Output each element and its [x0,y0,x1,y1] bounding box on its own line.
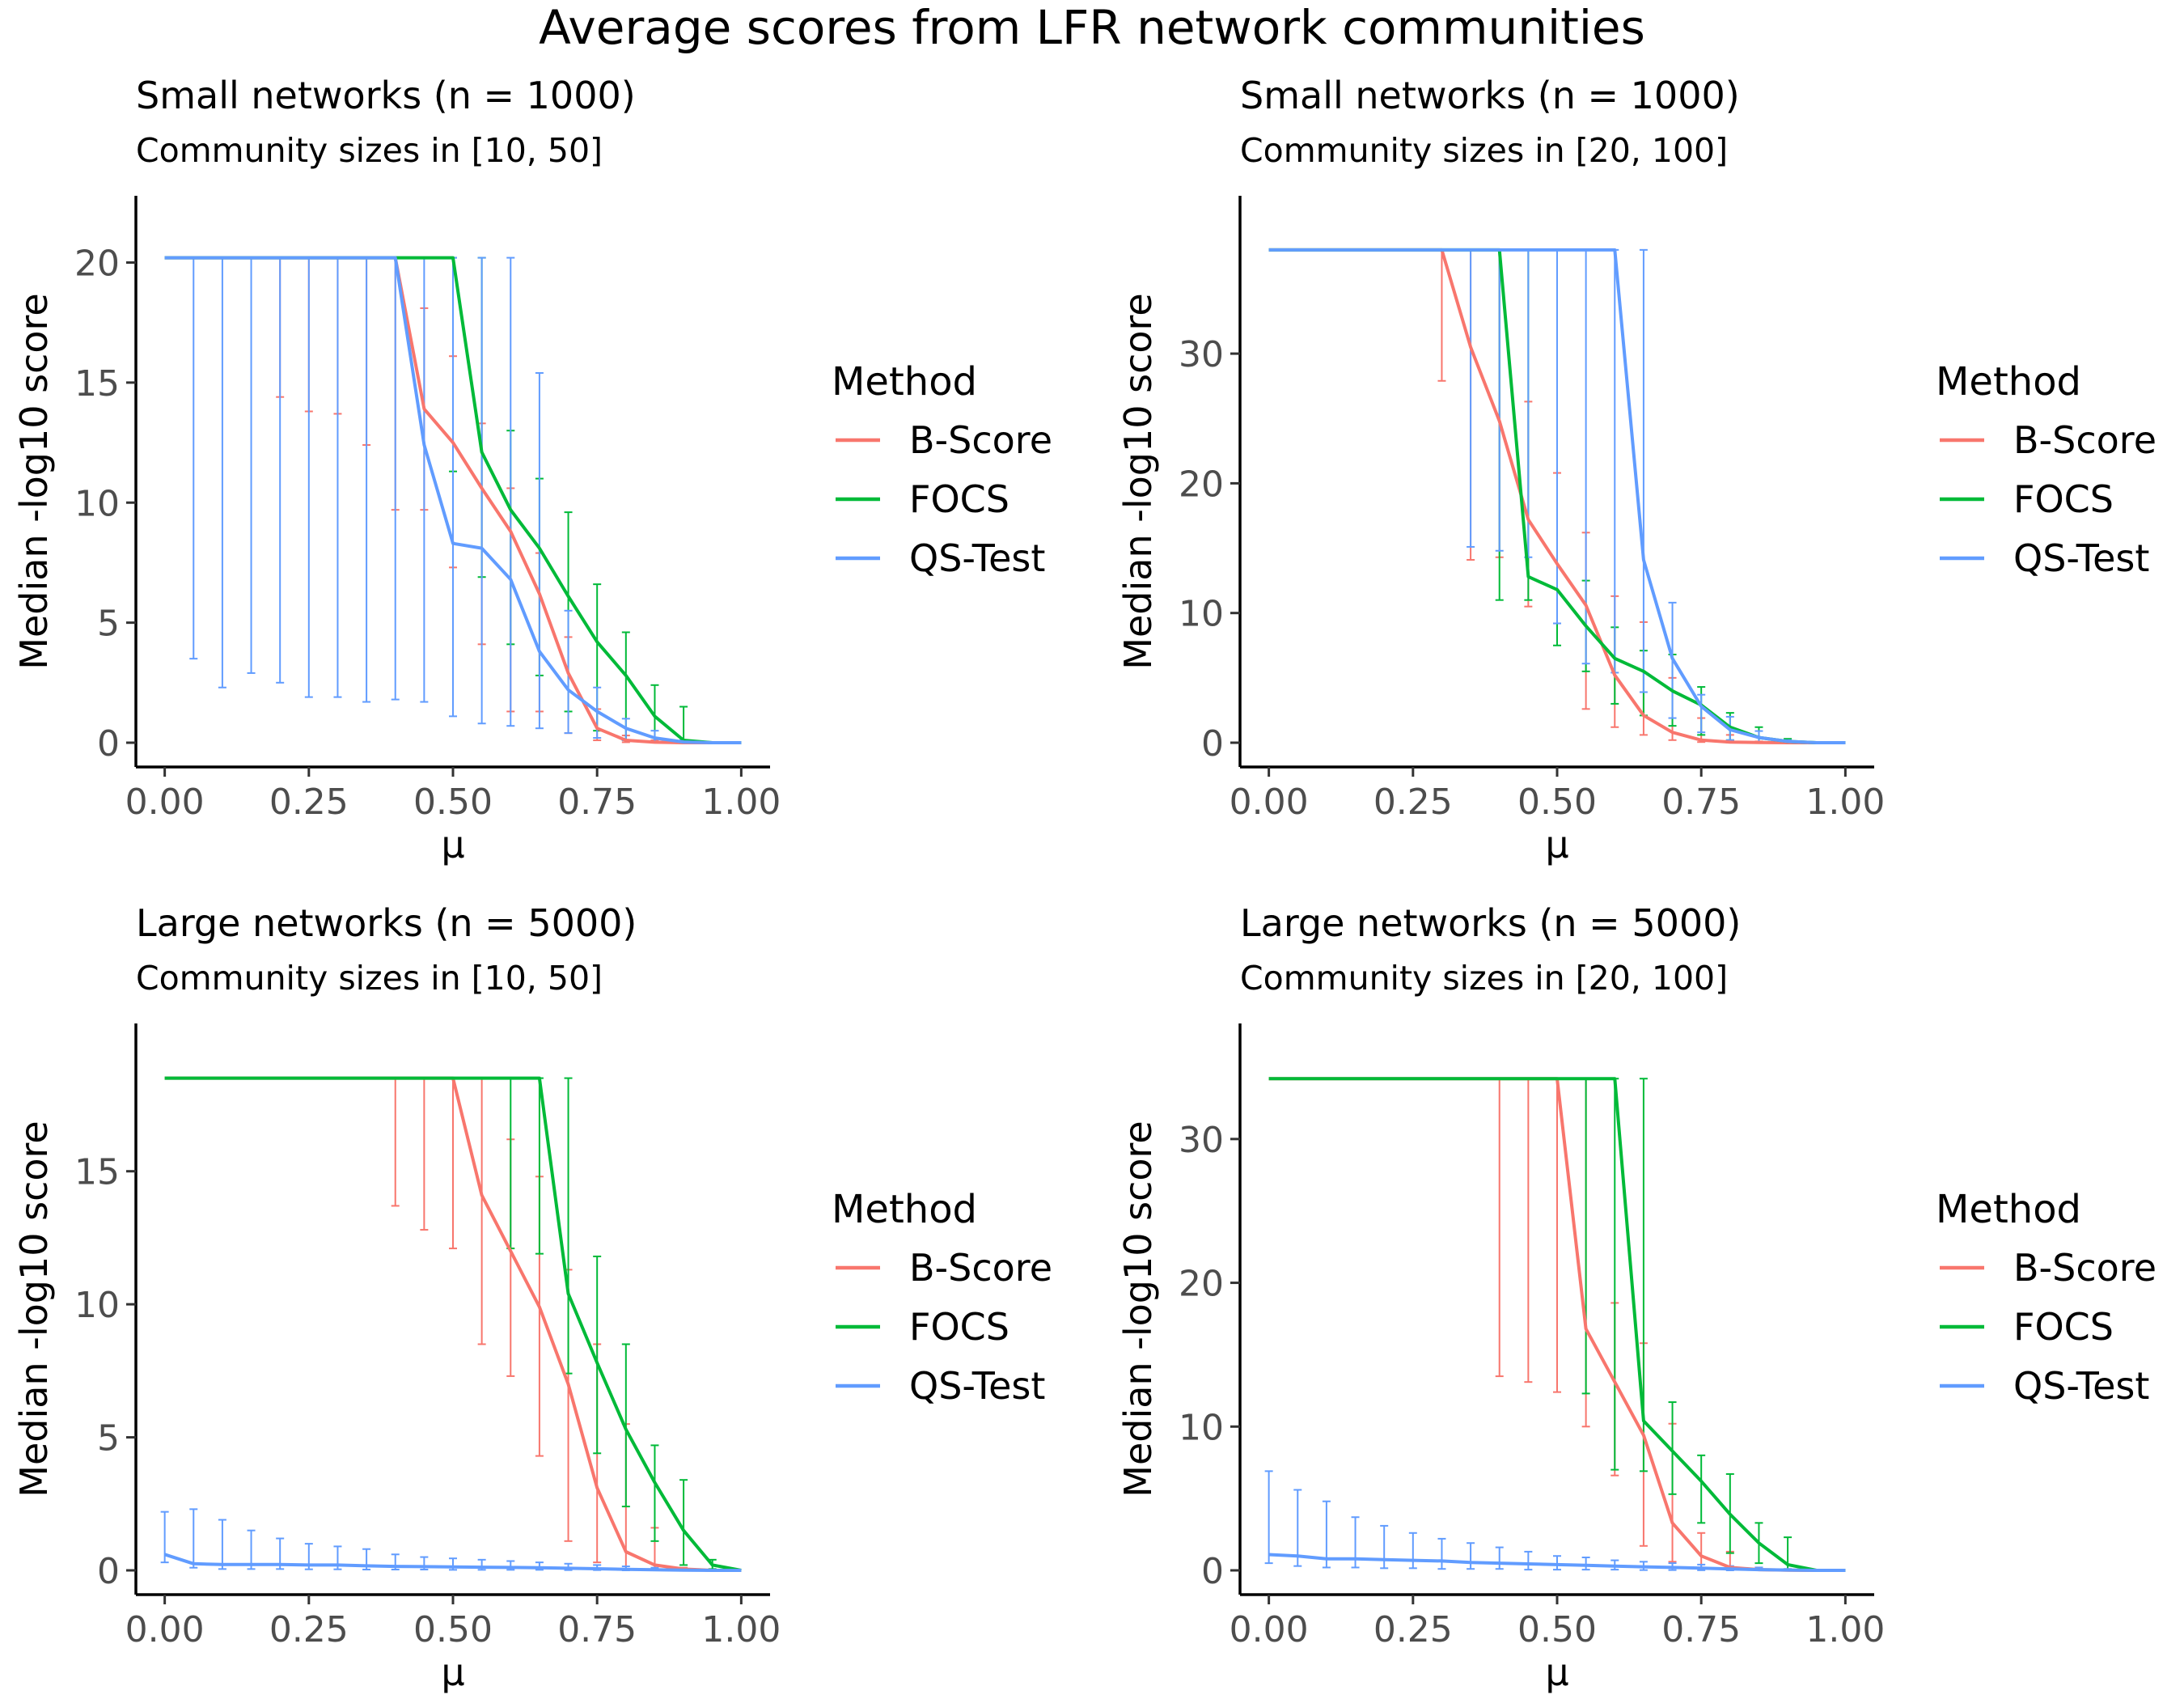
y-tick-label: 20 [74,244,120,285]
panel-4: Large networks (n = 5000) Community sizes… [1116,901,2156,1694]
x-tick-label: 0.75 [557,782,637,823]
legend-label-qs-test: QS-Test [909,1364,1045,1408]
legend-title: Method [832,359,977,405]
x-tick-label: 0.75 [1661,782,1741,823]
panel-subtitle: Community sizes in [20, 100] [1240,131,1728,170]
legend-label-focs: FOCS [2013,477,2114,521]
x-tick-label: 0.75 [557,1609,637,1650]
legend-label-qs-test: QS-Test [2013,536,2149,580]
legend-label-b-score: B-Score [2013,418,2156,462]
x-tick-label: 0.00 [1230,1609,1309,1650]
y-axis-label: Median -log10 score [1116,1121,1160,1497]
panel-subtitle: Community sizes in [10, 50] [136,959,603,998]
panel-title: Large networks (n = 5000) [136,901,637,945]
x-tick-label: 0.00 [125,782,205,823]
y-tick-label: 30 [1179,334,1224,375]
x-tick-label: 1.00 [1805,1609,1885,1650]
y-tick-label: 0 [97,723,120,765]
y-axis-label: Median -log10 score [12,1121,56,1497]
series-line-qs-test [1268,248,1846,744]
panel-subtitle: Community sizes in [20, 100] [1240,959,1728,998]
legend-label-focs: FOCS [909,1305,1009,1349]
panel-2: Small networks (n = 1000) Community sizes… [1116,74,2156,866]
x-tick-label: 0.50 [413,1609,493,1650]
panel-title: Small networks (n = 1000) [136,74,636,117]
y-tick-label: 10 [74,483,120,524]
x-axis-label: μ [1545,1650,1568,1694]
legend-title: Method [832,1187,977,1232]
y-tick-label: 20 [1179,1264,1224,1305]
x-tick-label: 0.50 [1517,1609,1597,1650]
y-tick-label: 0 [97,1551,120,1592]
x-tick-label: 0.25 [269,782,349,823]
x-tick-label: 1.00 [701,782,781,823]
x-tick-label: 0.25 [269,1609,349,1650]
y-tick-label: 0 [1201,723,1224,765]
y-tick-label: 15 [74,363,120,405]
y-tick-label: 10 [1179,594,1224,635]
y-tick-label: 10 [1179,1407,1224,1448]
panel-1: Small networks (n = 1000) Community sizes… [12,74,1052,866]
legend-label-focs: FOCS [2013,1305,2114,1349]
y-axis-label: Median -log10 score [12,293,56,669]
y-tick-label: 20 [1179,464,1224,505]
series-line-qs-test [163,1553,742,1572]
panel-title: Large networks (n = 5000) [1240,901,1741,945]
x-axis-label: μ [441,1650,464,1694]
x-tick-label: 0.50 [1517,782,1597,823]
x-tick-label: 0.75 [1661,1609,1741,1650]
legend-label-b-score: B-Score [2013,1246,2156,1290]
series-line-qs-test [1268,1553,1846,1572]
y-axis-label: Median -log10 score [1116,293,1160,669]
series-line-qs-test [164,256,742,744]
legend-label-b-score: B-Score [909,418,1052,462]
x-tick-label: 0.50 [413,782,493,823]
x-tick-label: 1.00 [701,1609,781,1650]
panels: Small networks (n = 1000) Community sizes… [12,74,2156,1694]
x-axis-label: μ [441,823,464,866]
y-tick-label: 5 [97,1418,120,1460]
figure-title: Average scores from LFR network communit… [539,0,1645,55]
y-tick-label: 15 [74,1152,120,1193]
legend-title: Method [1936,1187,2081,1232]
x-axis-label: μ [1545,823,1568,866]
series-line-focs [164,1076,742,1572]
panel-title: Small networks (n = 1000) [1240,74,1740,117]
x-tick-label: 0.00 [1230,782,1309,823]
y-tick-label: 5 [97,604,120,645]
legend-title: Method [1936,359,2081,405]
legend-label-qs-test: QS-Test [2013,1364,2149,1408]
panel-3: Large networks (n = 5000) Community sizes… [12,901,1052,1694]
legend-label-focs: FOCS [909,477,1009,521]
y-tick-label: 0 [1201,1551,1224,1592]
y-tick-label: 30 [1179,1120,1224,1161]
x-tick-label: 0.25 [1373,782,1453,823]
legend-label-b-score: B-Score [909,1246,1052,1290]
y-tick-label: 10 [74,1285,120,1326]
series-line-focs [1268,1077,1846,1572]
x-tick-label: 0.25 [1373,1609,1453,1650]
x-tick-label: 1.00 [1805,782,1885,823]
panel-subtitle: Community sizes in [10, 50] [136,131,603,170]
x-tick-label: 0.00 [125,1609,205,1650]
legend-label-qs-test: QS-Test [909,536,1045,580]
